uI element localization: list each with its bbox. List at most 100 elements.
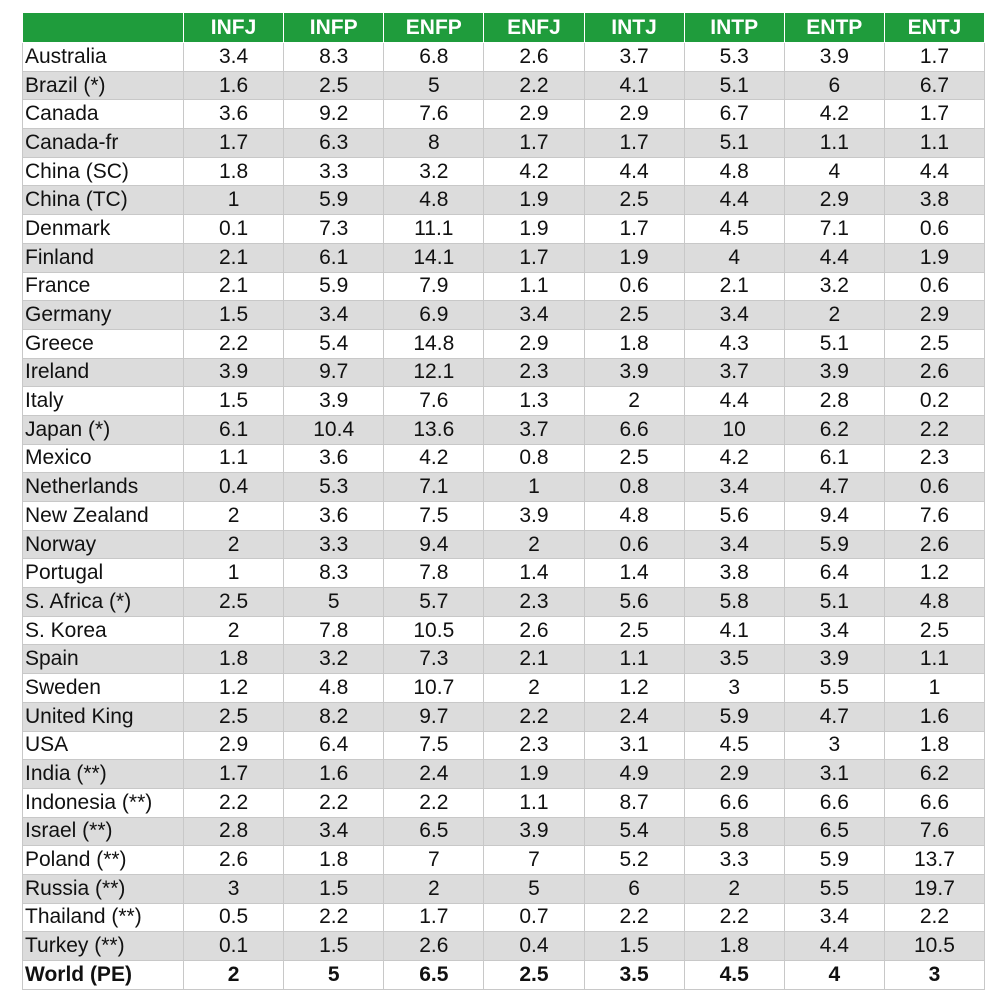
cell: 3.9 — [583, 357, 685, 388]
cell: 0.4 — [483, 931, 585, 961]
table-row: Canada 3.6 9.2 7.6 2.9 2.9 6.7 4.2 1.7 — [22, 99, 986, 130]
cell: 8.3 — [283, 558, 385, 589]
row-label: Denmark — [22, 214, 184, 244]
cell: 5.9 — [283, 271, 385, 302]
cell: 5.6 — [583, 587, 685, 617]
cell: 3.9 — [483, 501, 585, 531]
cell: 2.2 — [483, 70, 585, 101]
cell: 1.5 — [283, 931, 385, 961]
cell: 1.6 — [283, 759, 385, 789]
cell: 5.8 — [683, 587, 785, 617]
cell: 1.8 — [683, 931, 785, 961]
cell: 1.8 — [583, 328, 685, 359]
table-row: Brazil (*) 1.6 2.5 5 2.2 4.1 5.1 6 6.7 — [22, 70, 986, 101]
cell: 4.3 — [683, 328, 785, 359]
cell: 7.3 — [383, 644, 485, 675]
cell: 7.8 — [383, 558, 485, 589]
cell: 5.6 — [683, 501, 785, 531]
cell: 2 — [783, 300, 885, 330]
cell: 5.5 — [783, 873, 885, 904]
cell: 9.7 — [383, 701, 485, 732]
cell: 1.8 — [283, 845, 385, 875]
cell: 6.6 — [783, 787, 885, 818]
cell: 8.7 — [583, 787, 685, 818]
column-header: INTP — [683, 12, 785, 43]
cell: 2.5 — [583, 300, 685, 330]
cell: 3.7 — [483, 414, 585, 445]
cell: 2.2 — [283, 787, 385, 818]
cell: 10.7 — [383, 673, 485, 703]
cell: 3 — [883, 960, 986, 990]
cell: 8.3 — [283, 42, 385, 72]
cell: 5.1 — [783, 587, 885, 617]
cell: 9.4 — [383, 529, 485, 560]
cell: 6.1 — [182, 414, 285, 445]
cell: 5.4 — [283, 328, 385, 359]
cell: 2.8 — [783, 386, 885, 416]
cell: 2 — [182, 501, 285, 531]
cell: 3 — [683, 673, 785, 703]
cell: 1.1 — [783, 128, 885, 158]
cell: 2 — [383, 873, 485, 904]
cell: 5 — [383, 70, 485, 101]
cell: 7.6 — [883, 816, 986, 847]
cell: 4.4 — [783, 242, 885, 273]
cell: 0.8 — [583, 472, 685, 502]
cell: 2 — [483, 673, 585, 703]
cell: 2 — [182, 615, 285, 646]
cell: 3.4 — [182, 42, 285, 72]
cell: 3.7 — [583, 42, 685, 72]
row-label: Japan (*) — [22, 414, 184, 445]
cell: 1.7 — [383, 902, 485, 933]
row-label: Canada-fr — [22, 128, 184, 158]
table-row: Spain 1.8 3.2 7.3 2.1 1.1 3.5 3.9 1.1 — [22, 644, 986, 675]
cell: 4.1 — [583, 70, 685, 101]
cell: 1.9 — [583, 242, 685, 273]
cell: 4.5 — [683, 960, 785, 990]
table-row: Finland 2.1 6.1 14.1 1.7 1.9 4 4.4 1.9 — [22, 242, 986, 273]
cell: 4 — [783, 156, 885, 187]
cell: 3.9 — [783, 357, 885, 388]
cell: 3.1 — [583, 730, 685, 761]
cell: 1.4 — [583, 558, 685, 589]
cell: 2.6 — [483, 42, 585, 72]
header-row: INFJ INFP ENFP ENFJ INTJ INTP ENTP ENTJ — [22, 12, 986, 43]
cell: 1.7 — [883, 42, 986, 72]
cell: 8 — [383, 128, 485, 158]
cell: 1.8 — [182, 156, 285, 187]
row-label: Australia — [22, 42, 184, 72]
cell: 14.1 — [383, 242, 485, 273]
cell: 1.5 — [583, 931, 685, 961]
row-label: Italy — [22, 386, 184, 416]
cell: 11.1 — [383, 214, 485, 244]
cell: 0.1 — [182, 931, 285, 961]
cell: 2.9 — [483, 99, 585, 130]
table-row: India (**) 1.7 1.6 2.4 1.9 4.9 2.9 3.1 6.2 — [22, 759, 986, 789]
cell: 3.9 — [483, 816, 585, 847]
table-row: Italy 1.5 3.9 7.6 1.3 2 4.4 2.8 0.2 — [22, 386, 986, 416]
table-row: United King 2.5 8.2 9.7 2.2 2.4 5.9 4.7 1.6 — [22, 701, 986, 732]
cell: 1.8 — [883, 730, 986, 761]
cell: 2.9 — [483, 328, 585, 359]
cell: 2.9 — [783, 185, 885, 216]
cell: 5.3 — [283, 472, 385, 502]
cell: 4.8 — [283, 673, 385, 703]
cell: 4.4 — [783, 931, 885, 961]
cell: 3.9 — [783, 42, 885, 72]
cell: 3.6 — [283, 443, 385, 474]
cell: 3.4 — [783, 902, 885, 933]
cell: 7.3 — [283, 214, 385, 244]
cell: 2.2 — [883, 414, 986, 445]
table-row: Poland (**) 2.6 1.8 7 7 5.2 3.3 5.9 13.7 — [22, 845, 986, 875]
cell: 0.6 — [883, 271, 986, 302]
cell: 1.7 — [883, 99, 986, 130]
cell: 4.8 — [583, 501, 685, 531]
cell: 2.6 — [883, 357, 986, 388]
cell: 1.1 — [182, 443, 285, 474]
cell: 2.6 — [383, 931, 485, 961]
cell: 2.5 — [583, 185, 685, 216]
row-label: New Zealand — [22, 501, 184, 531]
cell: 2 — [483, 529, 585, 560]
table-row: Norway 2 3.3 9.4 2 0.6 3.4 5.9 2.6 — [22, 529, 986, 560]
